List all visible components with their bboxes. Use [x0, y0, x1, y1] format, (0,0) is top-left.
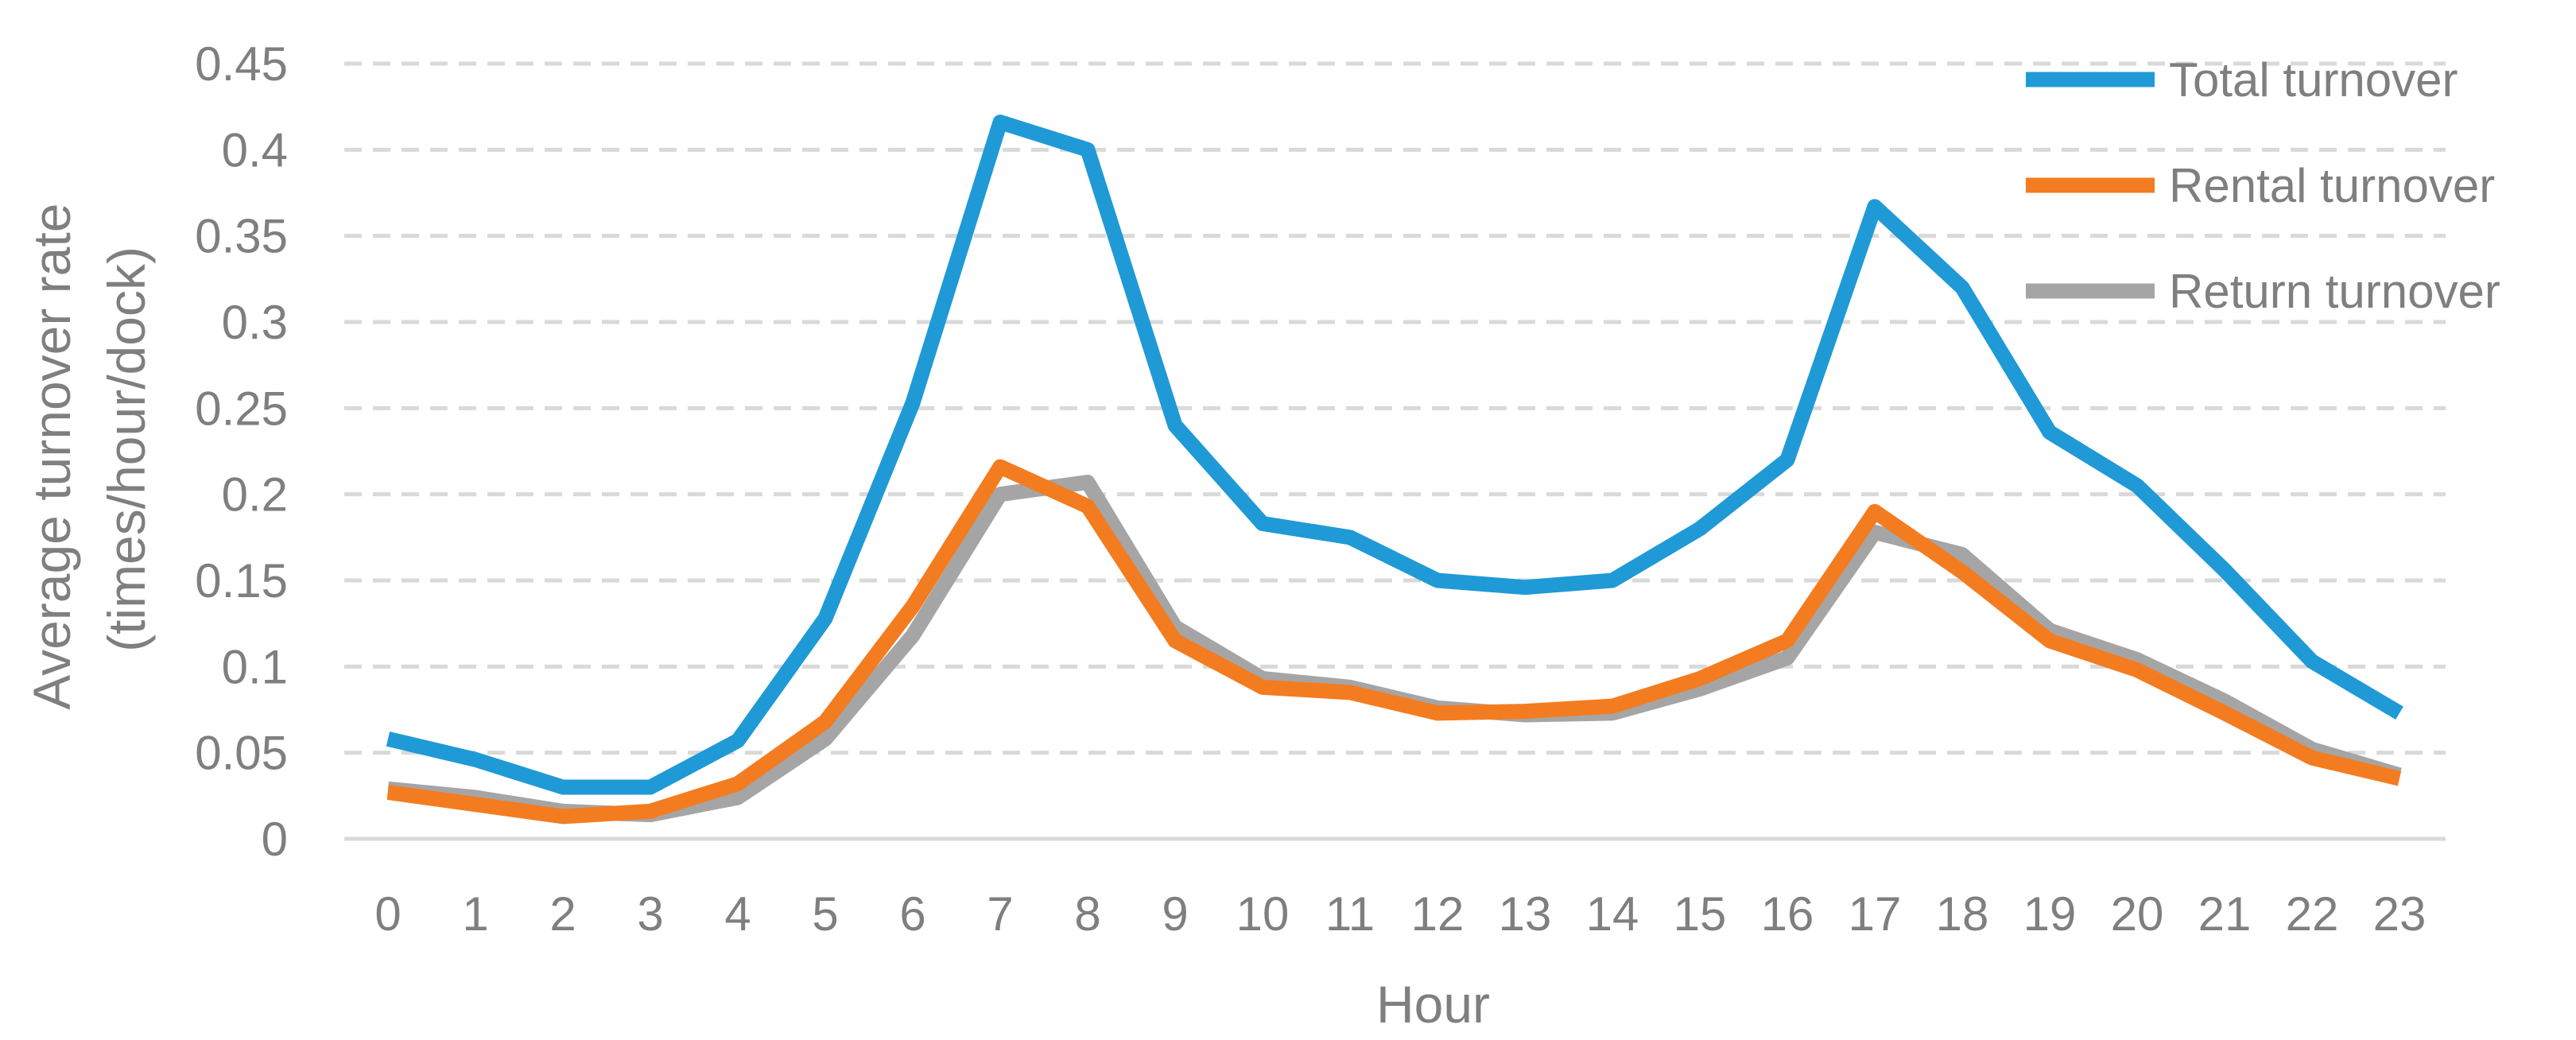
- x-tick-label: 2: [549, 887, 576, 941]
- x-axis-title: Hour: [1376, 975, 1490, 1034]
- x-tick-label: 15: [1674, 887, 1727, 941]
- x-tick-label: 21: [2198, 887, 2252, 941]
- y-tick-label: 0.4: [222, 123, 288, 177]
- legend: Total turnover Rental turnover Return turn…: [2026, 53, 2500, 318]
- y-tick-label: 0.2: [222, 468, 288, 522]
- series-line-rental-turnover: [386, 459, 2402, 825]
- legend-label: Rental turnover: [2169, 159, 2495, 212]
- x-tick-label: 16: [1761, 887, 1814, 941]
- x-tick-label: 9: [1162, 887, 1188, 941]
- x-tick-label: 17: [1849, 887, 1902, 941]
- y-tick-label: 0.05: [195, 727, 288, 780]
- y-axis-title-line-1: Average turnover rate: [22, 204, 81, 710]
- x-tick-label: 18: [1936, 887, 1989, 941]
- y-tick-label: 0.35: [195, 210, 288, 263]
- legend-label: Total turnover: [2169, 53, 2458, 107]
- x-tick-label: 1: [462, 887, 488, 941]
- series-line-total-turnover: [386, 114, 2403, 795]
- x-tick-label: 14: [1586, 887, 1639, 941]
- x-tick-label: 0: [374, 887, 401, 941]
- y-tick-label: 0.25: [195, 382, 288, 435]
- y-axis-title: Average turnover rate (times/hour/dock): [22, 188, 156, 710]
- y-tick-label: 0: [262, 813, 288, 866]
- y-axis-tick-labels: 0 0.05 0.1 0.15 0.2 0.25 0.3 0.35 0.4 0.45: [195, 37, 288, 866]
- x-tick-label: 10: [1236, 887, 1290, 941]
- y-tick-label: 0.45: [195, 37, 288, 91]
- y-axis-title-line-2: (times/hour/dock): [97, 246, 156, 652]
- x-tick-label: 5: [812, 887, 838, 941]
- y-tick-label: 0.1: [222, 640, 288, 693]
- x-tick-label: 20: [2111, 887, 2164, 941]
- x-tick-label: 11: [1325, 887, 1375, 941]
- series-lines: [386, 114, 2403, 825]
- x-tick-label: 23: [2373, 887, 2427, 941]
- x-tick-label: 22: [2286, 887, 2339, 941]
- x-tick-label: 3: [637, 887, 663, 941]
- y-tick-label: 0.15: [195, 554, 288, 607]
- x-tick-label: 6: [899, 887, 925, 941]
- y-tick-label: 0.3: [222, 296, 288, 349]
- x-tick-label: 19: [2023, 887, 2077, 941]
- x-tick-label: 13: [1499, 887, 1552, 941]
- x-tick-label: 4: [724, 887, 751, 941]
- x-tick-label: 7: [987, 887, 1013, 941]
- legend-label: Return turnover: [2169, 265, 2500, 318]
- gridlines: [344, 61, 2446, 841]
- x-tick-label: 8: [1074, 887, 1100, 941]
- x-axis-tick-labels: 0 1 2 3 4 5 6 7 8 9 10 11 12 13 14 15 16 17 18 19 20 21 22 23: [374, 887, 2426, 941]
- x-tick-label: 12: [1411, 887, 1465, 941]
